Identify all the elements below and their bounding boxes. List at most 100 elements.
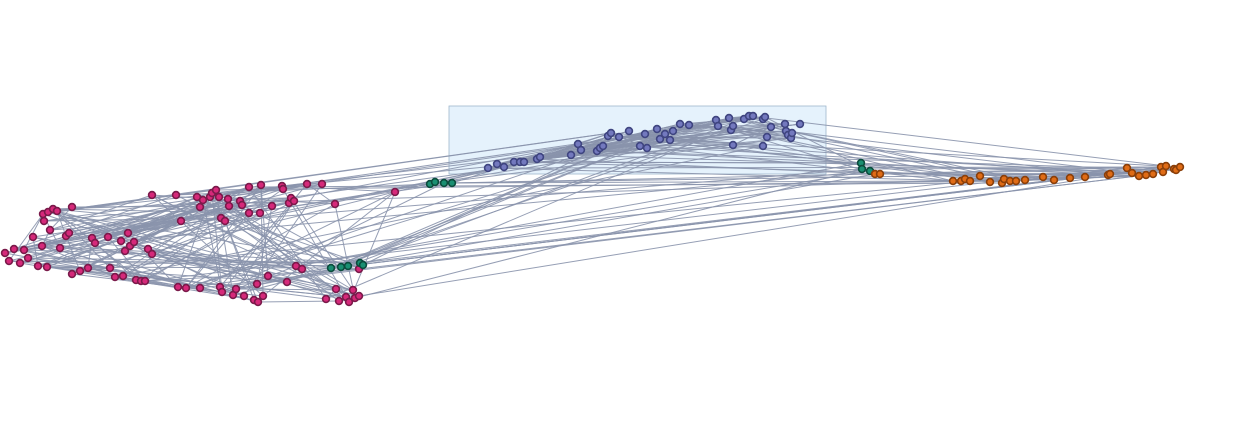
magenta-cluster-node[interactable] bbox=[195, 202, 205, 212]
magenta-cluster-node[interactable] bbox=[105, 263, 115, 273]
blue-cluster-node[interactable] bbox=[519, 157, 529, 167]
magenta-cluster-node[interactable] bbox=[231, 284, 241, 294]
magenta-cluster-node[interactable] bbox=[120, 246, 130, 256]
teal-cluster-node[interactable] bbox=[343, 261, 353, 271]
blue-cluster-node[interactable] bbox=[713, 121, 723, 131]
magenta-cluster-node[interactable] bbox=[39, 216, 49, 226]
blue-cluster-node[interactable] bbox=[795, 119, 805, 129]
blue-cluster-node[interactable] bbox=[535, 152, 545, 162]
blue-cluster-node[interactable] bbox=[624, 126, 634, 136]
blue-cluster-node[interactable] bbox=[576, 145, 586, 155]
magenta-cluster-node[interactable] bbox=[173, 282, 183, 292]
magenta-cluster-node[interactable] bbox=[255, 208, 265, 218]
magenta-cluster-node[interactable] bbox=[64, 228, 74, 238]
magenta-cluster-node[interactable] bbox=[256, 180, 266, 190]
magenta-cluster-node[interactable] bbox=[244, 208, 254, 218]
magenta-cluster-node[interactable] bbox=[147, 190, 157, 200]
magenta-cluster-node[interactable] bbox=[4, 256, 14, 266]
magenta-cluster-node[interactable] bbox=[23, 253, 33, 263]
blue-cluster-node[interactable] bbox=[728, 140, 738, 150]
teal-cluster-node[interactable] bbox=[447, 178, 457, 188]
blue-cluster-node[interactable] bbox=[614, 132, 624, 142]
magenta-cluster-node[interactable] bbox=[224, 201, 234, 211]
magenta-cluster-node[interactable] bbox=[55, 243, 65, 253]
magenta-cluster-node[interactable] bbox=[321, 294, 331, 304]
magenta-cluster-node[interactable] bbox=[237, 200, 247, 210]
orange-cluster-node[interactable] bbox=[1141, 170, 1151, 180]
orange-cluster-node[interactable] bbox=[1161, 161, 1171, 171]
magenta-cluster-node[interactable] bbox=[37, 241, 47, 251]
magenta-cluster-node[interactable] bbox=[263, 271, 273, 281]
magenta-cluster-node[interactable] bbox=[214, 192, 224, 202]
magenta-cluster-node[interactable] bbox=[278, 184, 288, 194]
blue-cluster-node[interactable] bbox=[598, 141, 608, 151]
magenta-cluster-node[interactable] bbox=[217, 287, 227, 297]
blue-cluster-node[interactable] bbox=[635, 141, 645, 151]
magenta-cluster-node[interactable] bbox=[147, 249, 157, 259]
magenta-cluster-node[interactable] bbox=[334, 296, 344, 306]
magenta-cluster-node[interactable] bbox=[45, 225, 55, 235]
magenta-cluster-node[interactable] bbox=[244, 182, 254, 192]
teal-cluster-node[interactable] bbox=[430, 177, 440, 187]
blue-cluster-node[interactable] bbox=[668, 126, 678, 136]
orange-cluster-node[interactable] bbox=[875, 169, 885, 179]
blue-cluster-node[interactable] bbox=[483, 163, 493, 173]
magenta-cluster-node[interactable] bbox=[28, 232, 38, 242]
blue-cluster-node[interactable] bbox=[492, 159, 502, 169]
magenta-cluster-node[interactable] bbox=[195, 283, 205, 293]
orange-cluster-node[interactable] bbox=[1122, 163, 1132, 173]
magenta-cluster-node[interactable] bbox=[19, 245, 29, 255]
magenta-cluster-node[interactable] bbox=[239, 291, 249, 301]
magenta-cluster-node[interactable] bbox=[297, 264, 307, 274]
orange-cluster-node[interactable] bbox=[1049, 175, 1059, 185]
magenta-cluster-node[interactable] bbox=[83, 263, 93, 273]
blue-cluster-node[interactable] bbox=[758, 141, 768, 151]
orange-cluster-node[interactable] bbox=[1148, 169, 1158, 179]
blue-cluster-node[interactable] bbox=[766, 122, 776, 132]
blue-cluster-node[interactable] bbox=[665, 135, 675, 145]
magenta-cluster-node[interactable] bbox=[211, 185, 221, 195]
magenta-cluster-node[interactable] bbox=[348, 285, 358, 295]
magenta-cluster-node[interactable] bbox=[15, 258, 25, 268]
magenta-cluster-node[interactable] bbox=[344, 297, 354, 307]
magenta-cluster-node[interactable] bbox=[176, 216, 186, 226]
magenta-cluster-node[interactable] bbox=[116, 236, 126, 246]
magenta-cluster-node[interactable] bbox=[129, 237, 139, 247]
magenta-cluster-node[interactable] bbox=[140, 276, 150, 286]
teal-cluster-node[interactable] bbox=[358, 260, 368, 270]
blue-cluster-node[interactable] bbox=[652, 124, 662, 134]
blue-cluster-node[interactable] bbox=[780, 119, 790, 129]
blue-cluster-node[interactable] bbox=[606, 128, 616, 138]
magenta-cluster-node[interactable] bbox=[75, 266, 85, 276]
magenta-cluster-node[interactable] bbox=[0, 248, 10, 258]
blue-cluster-node[interactable] bbox=[655, 134, 665, 144]
blue-cluster-node[interactable] bbox=[566, 150, 576, 160]
orange-cluster-node[interactable] bbox=[965, 176, 975, 186]
blue-cluster-node[interactable] bbox=[640, 129, 650, 139]
orange-cluster-node[interactable] bbox=[1020, 175, 1030, 185]
blue-cluster-node[interactable] bbox=[762, 132, 772, 142]
magenta-cluster-node[interactable] bbox=[52, 206, 62, 216]
magenta-cluster-node[interactable] bbox=[198, 195, 208, 205]
magenta-cluster-node[interactable] bbox=[67, 269, 77, 279]
blue-cluster-node[interactable] bbox=[499, 162, 509, 172]
magenta-cluster-node[interactable] bbox=[90, 238, 100, 248]
magenta-cluster-node[interactable] bbox=[42, 262, 52, 272]
orange-cluster-node[interactable] bbox=[1011, 176, 1021, 186]
blue-cluster-node[interactable] bbox=[787, 128, 797, 138]
orange-cluster-node[interactable] bbox=[985, 177, 995, 187]
magenta-cluster-node[interactable] bbox=[123, 228, 133, 238]
teal-cluster-node[interactable] bbox=[326, 263, 336, 273]
magenta-cluster-node[interactable] bbox=[9, 244, 19, 254]
blue-cluster-node[interactable] bbox=[675, 119, 685, 129]
magenta-cluster-node[interactable] bbox=[267, 201, 277, 211]
blue-cluster-node[interactable] bbox=[728, 121, 738, 131]
magenta-cluster-node[interactable] bbox=[253, 297, 263, 307]
magenta-cluster-node[interactable] bbox=[289, 196, 299, 206]
orange-cluster-node[interactable] bbox=[948, 176, 958, 186]
magenta-cluster-node[interactable] bbox=[390, 187, 400, 197]
magenta-cluster-node[interactable] bbox=[118, 271, 128, 281]
teal-cluster-node[interactable] bbox=[857, 164, 867, 174]
